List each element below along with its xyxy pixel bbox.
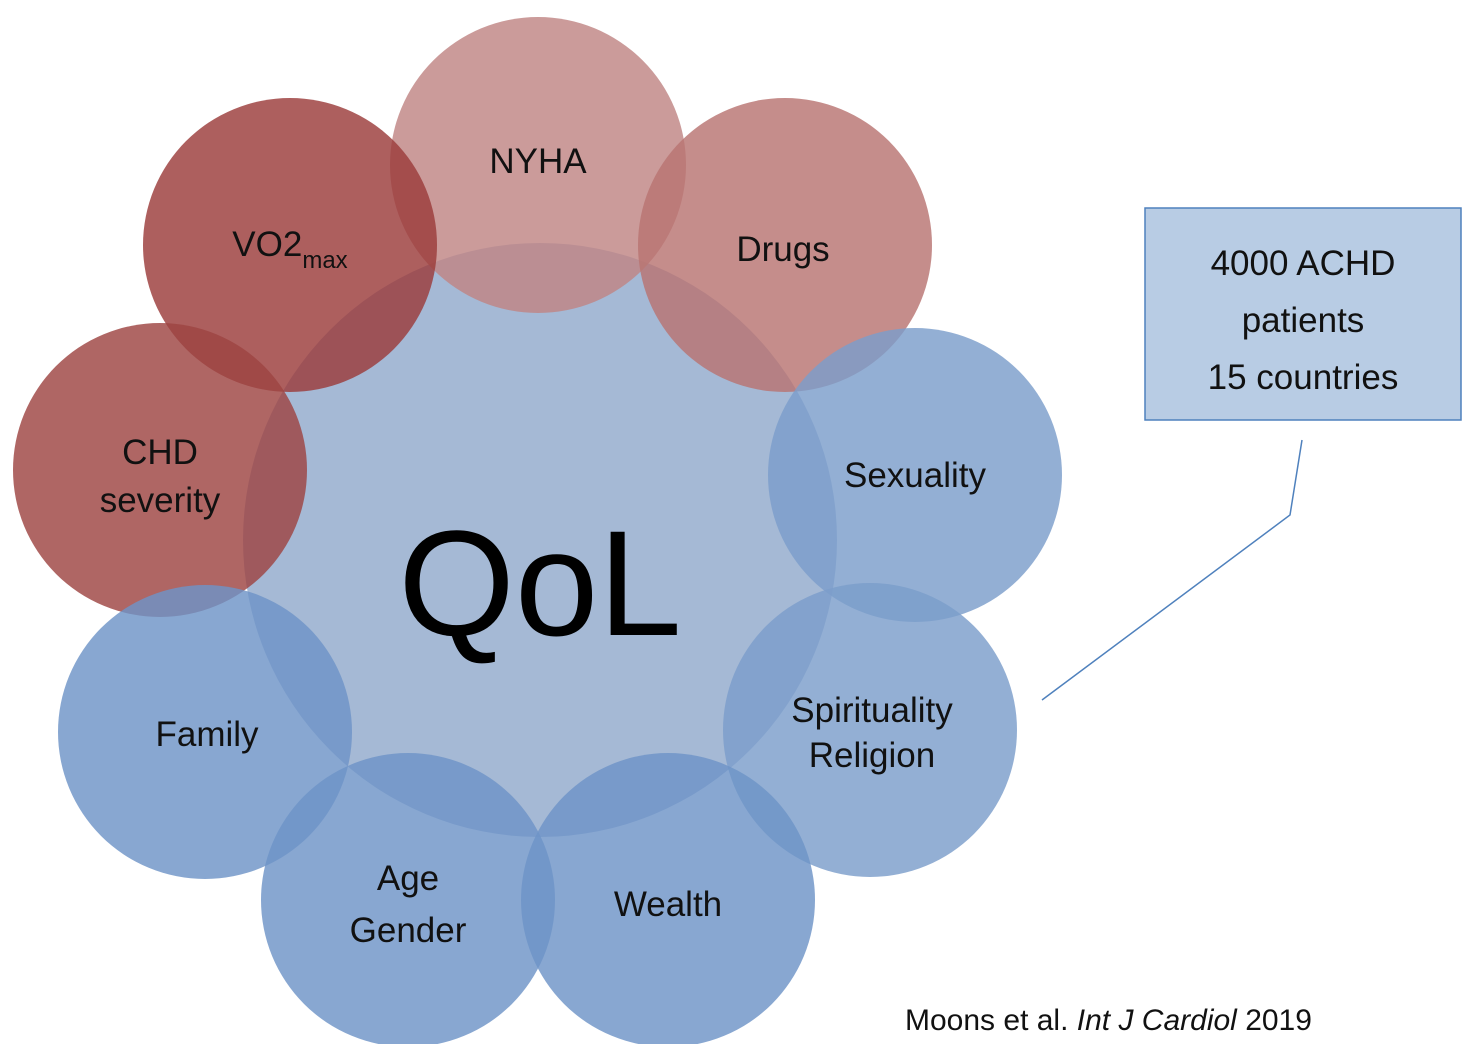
node-circle (768, 328, 1062, 622)
callout-box (1144, 207, 1462, 421)
node-label: Wealth (614, 885, 722, 924)
satellites (13, 17, 1062, 1044)
node-label: Spirituality Religion (791, 691, 953, 775)
node-label: Family (155, 715, 259, 754)
center-label: QoL (398, 499, 682, 667)
node-circle (390, 17, 686, 313)
node-circle (58, 585, 352, 879)
node-label: CHD severity (100, 433, 221, 520)
center-circle (243, 243, 837, 837)
callout-pointer (1041, 439, 1303, 701)
callout-text: 4000 ACHD patients 15 countries (1208, 244, 1399, 397)
node-circle (143, 98, 437, 392)
node-label: NYHA (489, 142, 587, 181)
node-circle (261, 753, 555, 1044)
node-label: VO2max (232, 225, 347, 274)
node-label: Sexuality (844, 456, 987, 495)
node-circle (13, 323, 307, 617)
citation: Moons et al. Int J Cardiol 2019 (905, 1004, 1312, 1037)
node-circle (638, 98, 932, 392)
node-label: Drugs (736, 230, 829, 269)
node-circle (723, 583, 1017, 877)
node-label: Age Gender (350, 859, 467, 950)
node-circle (521, 753, 815, 1044)
